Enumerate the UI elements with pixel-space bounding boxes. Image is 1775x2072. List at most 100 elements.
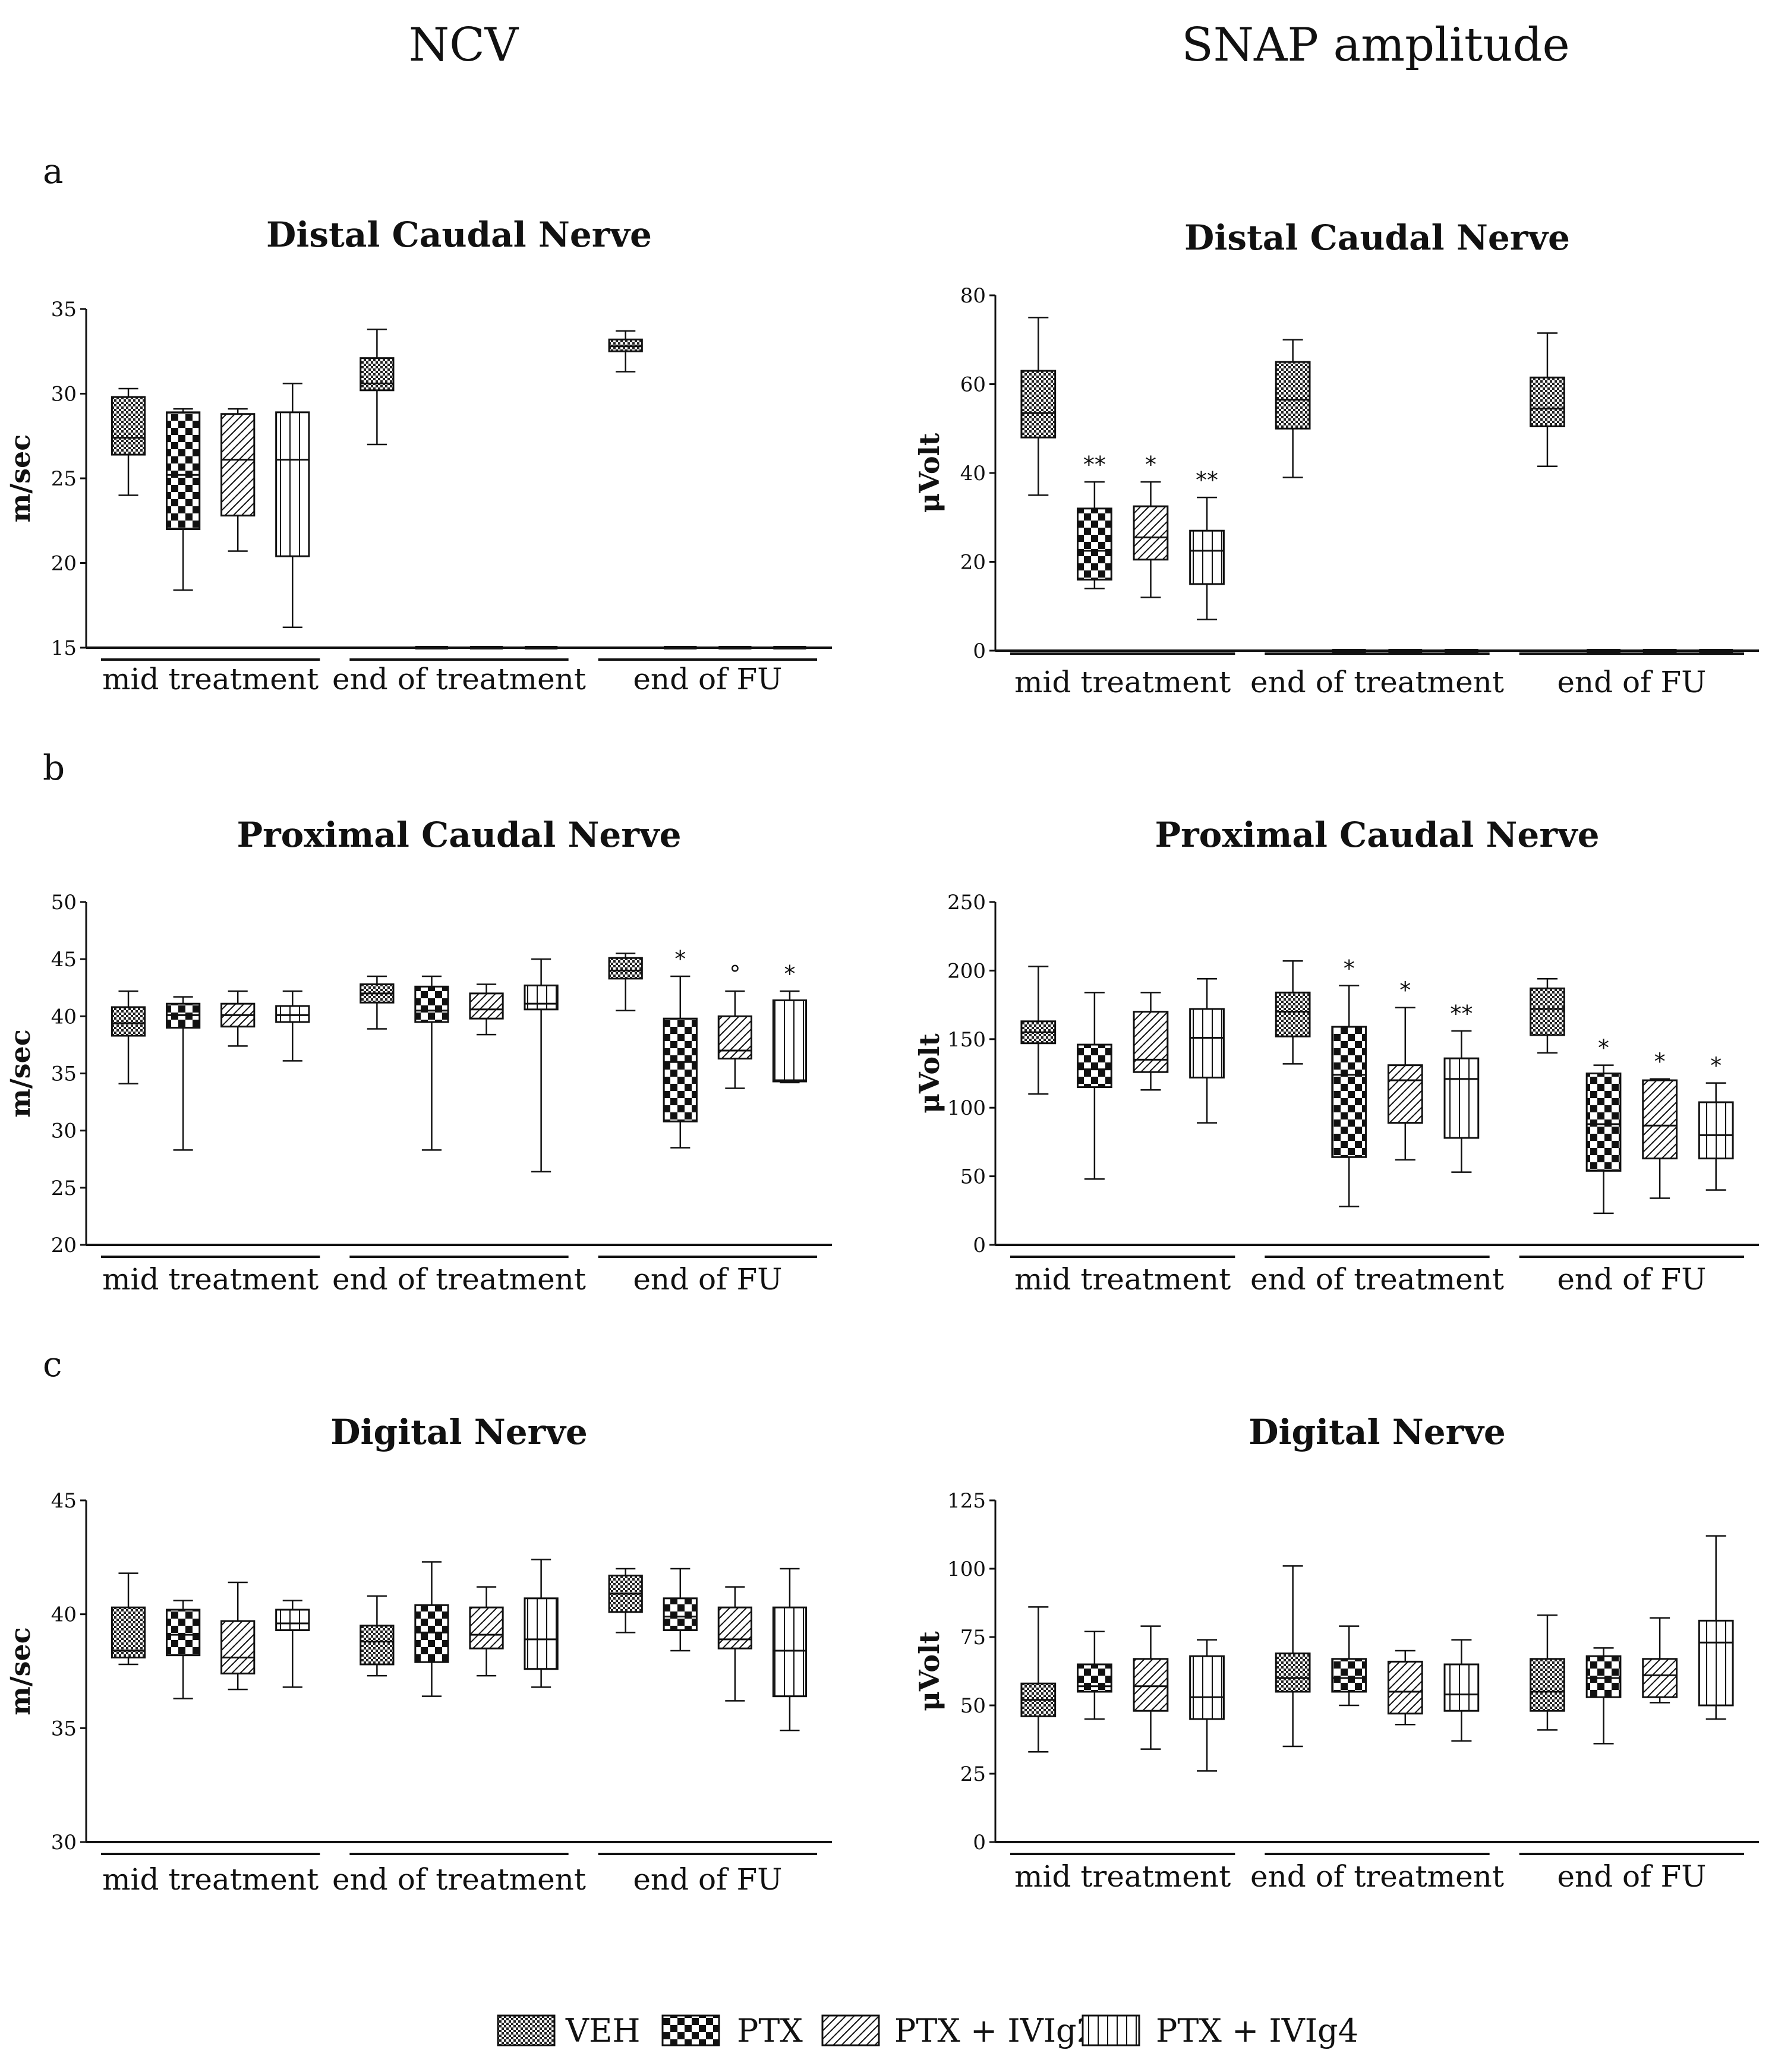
box-end-of-fu-ptx-ivig2 xyxy=(717,1586,752,1702)
box-mid-treatment-ptx-ivig4: ** xyxy=(1189,467,1225,620)
box-iqr xyxy=(1530,376,1565,428)
significance-marker: * xyxy=(1145,452,1156,478)
box-end-of-fu-veh xyxy=(1530,1614,1565,1731)
y-tick-label: 20 xyxy=(51,552,77,576)
box-iqr xyxy=(1698,1101,1734,1160)
group-label: mid treatment xyxy=(102,1262,319,1297)
y-tick-label: 45 xyxy=(51,948,77,972)
box-iqr xyxy=(524,1597,559,1670)
box-mid-treatment-ptx-ivig4 xyxy=(275,383,310,629)
box-iqr xyxy=(524,984,559,1011)
box-end-of-treatment-ptx xyxy=(1331,1625,1367,1707)
legend-swatch-ptx-ivig4 xyxy=(1082,2014,1140,2046)
box-mid-treatment-veh xyxy=(111,990,146,1085)
box-end-of-treatment-veh xyxy=(360,1595,395,1677)
group-label: end of FU xyxy=(633,662,782,696)
box-iqr xyxy=(1530,987,1565,1036)
box-end-of-treatment-veh xyxy=(1275,339,1311,478)
y-tick-label: 35 xyxy=(51,1062,77,1086)
y-tick-label: 100 xyxy=(947,1557,986,1581)
box-iqr xyxy=(414,1604,449,1663)
legend-item-ptx-ivig2: PTX + IVIg2 xyxy=(821,2012,1097,2049)
column-title-snap: SNAP amplitude xyxy=(1181,18,1569,72)
box-end-of-fu-ptx-ivig2 xyxy=(1642,1617,1678,1704)
box-iqr xyxy=(772,1606,808,1698)
box-end-of-fu-ptx-ivig2: * xyxy=(1642,1049,1678,1199)
y-tick-label: 60 xyxy=(960,373,986,397)
legend-label-ptx-ivig2: PTX + IVIg2 xyxy=(894,2012,1097,2049)
box-iqr xyxy=(111,396,146,456)
legend-swatch-veh xyxy=(497,2014,556,2046)
box-mid-treatment-veh xyxy=(111,387,146,496)
box-mid-treatment-veh xyxy=(1020,1606,1057,1753)
y-tick-label: 30 xyxy=(51,1831,77,1855)
box-iqr xyxy=(111,1006,146,1037)
legend-item-ptx: PTX xyxy=(661,2012,803,2049)
legend-swatch-ptx xyxy=(661,2014,720,2046)
legend-label-ptx-ivig4: PTX + IVIg4 xyxy=(1156,2012,1358,2049)
chart-title: Digital Nerve xyxy=(1249,1412,1506,1452)
chart-5: Digital Nerve μVolt 0 25 50 75 100 125 mid treat… xyxy=(913,1412,1759,1894)
group-label: end of FU xyxy=(1557,1262,1706,1297)
box-mid-treatment-ptx-ivig2 xyxy=(1133,1625,1169,1750)
box-end-of-treatment-ptx-ivig2 xyxy=(469,983,504,1036)
significance-marker: ** xyxy=(1450,1001,1473,1027)
box-iqr xyxy=(1077,507,1112,581)
group-label: end of FU xyxy=(633,1262,782,1297)
box-end-of-treatment-ptx-ivig4 xyxy=(524,958,559,1173)
box-iqr xyxy=(469,1606,504,1650)
box-iqr xyxy=(1275,991,1311,1037)
y-tick-label: 25 xyxy=(960,1762,986,1786)
box-iqr xyxy=(1443,1663,1480,1712)
y-tick-label: 50 xyxy=(51,891,77,914)
box-mid-treatment-veh xyxy=(1020,966,1057,1095)
box-iqr xyxy=(414,985,449,1023)
box-end-of-treatment-ptx xyxy=(414,975,449,1151)
box-mid-treatment-ptx-ivig2 xyxy=(220,990,256,1047)
chart-title: Digital Nerve xyxy=(330,1412,588,1452)
group-label: end of treatment xyxy=(332,1862,586,1897)
significance-marker: ° xyxy=(729,961,740,987)
panel-letter-b: b xyxy=(43,748,65,788)
box-end-of-treatment-veh xyxy=(360,328,395,446)
legend-item-veh: VEH xyxy=(497,2012,641,2049)
y-axis-label: μVolt xyxy=(913,1033,945,1113)
box-end-of-treatment-ptx-ivig2 xyxy=(469,1586,504,1677)
legend: VEH PTX PTX + IVIg2 PTX + IVIg4 xyxy=(497,2012,1358,2049)
box-end-of-fu-veh xyxy=(1530,332,1565,468)
box-iqr xyxy=(1133,1011,1169,1073)
chart-title: Proximal Caudal Nerve xyxy=(237,815,682,855)
box-iqr xyxy=(772,999,808,1083)
y-tick-label: 80 xyxy=(960,284,986,308)
y-axis-label: μVolt xyxy=(913,1631,945,1711)
y-tick-label: 125 xyxy=(947,1489,986,1513)
y-tick-label: 35 xyxy=(51,298,77,321)
y-axis-label: μVolt xyxy=(913,433,945,513)
box-iqr xyxy=(360,1625,395,1666)
box-iqr xyxy=(220,413,256,517)
box-iqr xyxy=(1387,1660,1423,1715)
group-label: end of FU xyxy=(1557,665,1706,699)
y-tick-label: 40 xyxy=(960,462,986,485)
box-iqr xyxy=(1275,361,1311,430)
column-title-ncv: NCV xyxy=(409,18,519,72)
box-end-of-fu-veh xyxy=(608,1568,643,1633)
chart-title: Distal Caudal Nerve xyxy=(266,215,652,255)
y-axis-label: m/sec xyxy=(4,434,36,523)
box-mid-treatment-ptx xyxy=(166,408,201,591)
box-iqr xyxy=(1189,529,1225,585)
y-tick-label: 35 xyxy=(51,1717,77,1740)
y-tick-label: 0 xyxy=(973,639,986,663)
box-iqr xyxy=(663,1017,698,1122)
box-iqr xyxy=(1443,1057,1480,1139)
y-axis-label: m/sec xyxy=(4,1627,36,1715)
y-tick-label: 0 xyxy=(973,1831,986,1855)
box-iqr xyxy=(1387,1064,1423,1124)
box-end-of-fu-ptx-ivig4 xyxy=(1698,1535,1734,1720)
box-iqr xyxy=(1133,1658,1169,1712)
group-label: mid treatment xyxy=(102,662,319,696)
box-mid-treatment-ptx-ivig2 xyxy=(220,1581,256,1691)
box-iqr xyxy=(1698,1619,1734,1707)
y-tick-label: 30 xyxy=(51,1119,77,1143)
box-mid-treatment-ptx-ivig4 xyxy=(275,1600,310,1688)
